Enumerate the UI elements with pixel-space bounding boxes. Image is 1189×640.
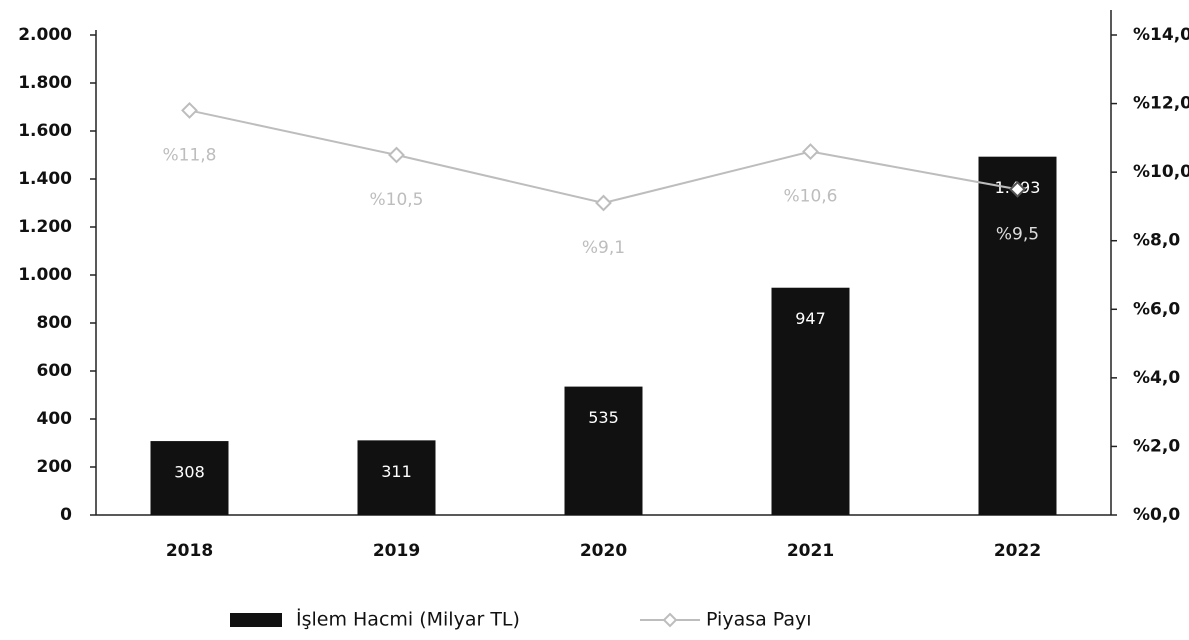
line-value-label: %9,5 bbox=[996, 224, 1039, 244]
x-tick-label: 2021 bbox=[787, 541, 834, 561]
line-value-label: %10,5 bbox=[369, 190, 423, 210]
legend-label: İşlem Hacmi (Milyar TL) bbox=[296, 608, 520, 631]
bar bbox=[978, 156, 1057, 515]
legend-label: Piyasa Payı bbox=[706, 609, 812, 631]
y2-tick-label: %0,0 bbox=[1133, 505, 1180, 525]
line-marker bbox=[388, 146, 405, 164]
bar-value-label: 308 bbox=[174, 463, 205, 482]
line-marker bbox=[1009, 180, 1026, 198]
y-tick-label: 1.800 bbox=[18, 73, 72, 93]
y2-tick-label: %10,0 bbox=[1133, 162, 1189, 182]
y-tick-label: 2.000 bbox=[18, 25, 72, 45]
line-marker bbox=[802, 143, 819, 160]
y-tick-label: 1.000 bbox=[18, 265, 72, 285]
x-tick-label: 2022 bbox=[994, 541, 1041, 561]
bar bbox=[771, 287, 850, 515]
bar-value-label: 947 bbox=[795, 309, 826, 328]
bar-value-label: 535 bbox=[588, 408, 619, 427]
x-tick-label: 2018 bbox=[166, 541, 213, 561]
y-tick-label: 400 bbox=[37, 409, 73, 429]
y2-tick-label: %2,0 bbox=[1133, 436, 1180, 456]
x-tick-label: 2020 bbox=[580, 541, 627, 561]
line-value-label: %9,1 bbox=[582, 238, 625, 258]
line-marker bbox=[181, 102, 198, 119]
y-tick-label: 1.600 bbox=[18, 121, 72, 141]
y2-tick-label: %12,0 bbox=[1133, 94, 1189, 114]
y-tick-label: 0 bbox=[60, 505, 72, 525]
legend-swatch bbox=[662, 612, 678, 628]
bar bbox=[564, 386, 643, 515]
x-tick-label: 2019 bbox=[373, 541, 420, 561]
line bbox=[189, 109, 1018, 205]
legend-swatch bbox=[230, 613, 282, 627]
bar bbox=[357, 440, 436, 515]
y2-tick-label: %4,0 bbox=[1133, 368, 1180, 388]
line-value-label: %10,6 bbox=[783, 187, 837, 207]
y-tick-label: 600 bbox=[37, 361, 73, 381]
y-tick-label: 1.200 bbox=[18, 217, 72, 237]
y-tick-label: 800 bbox=[37, 313, 73, 333]
y2-tick-label: %6,0 bbox=[1133, 299, 1180, 319]
line-value-label: %11,8 bbox=[162, 145, 216, 165]
y-tick-label: 1.400 bbox=[18, 169, 72, 189]
bar bbox=[150, 441, 229, 515]
y2-tick-label: %14,0 bbox=[1133, 25, 1189, 45]
bar-value-label: 311 bbox=[381, 462, 412, 481]
y-tick-label: 200 bbox=[37, 457, 73, 477]
y2-tick-label: %8,0 bbox=[1133, 231, 1180, 251]
line-marker bbox=[595, 194, 612, 212]
